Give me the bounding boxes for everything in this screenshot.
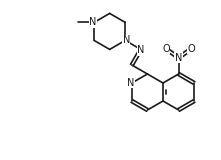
Text: N: N xyxy=(127,78,135,88)
Text: N: N xyxy=(123,35,130,45)
Text: N: N xyxy=(175,53,182,63)
Text: N: N xyxy=(89,17,97,27)
Text: O: O xyxy=(162,44,170,54)
Text: N: N xyxy=(137,45,145,55)
Text: O: O xyxy=(187,44,195,54)
